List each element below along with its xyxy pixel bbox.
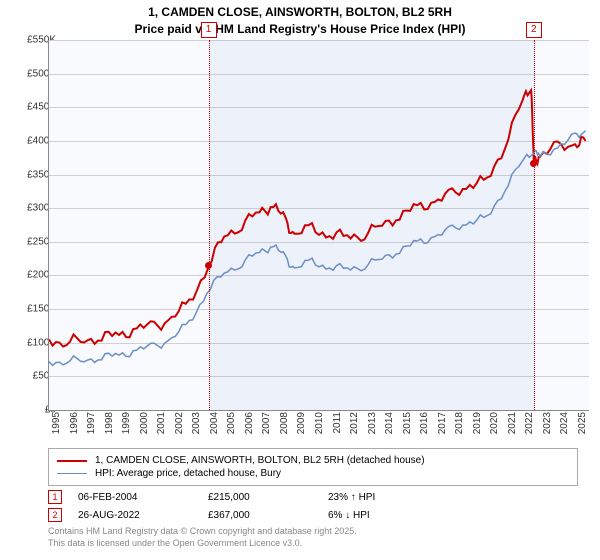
title-line-2: Price paid vs. HM Land Registry's House … (0, 21, 600, 38)
x-tick-label: 2006 (244, 412, 255, 442)
event-price: £367,000 (208, 510, 288, 521)
footer-line-1: Contains HM Land Registry data © Crown c… (48, 526, 578, 538)
legend-swatch (57, 460, 87, 462)
marker-dot-2 (530, 160, 537, 167)
event-date: 06-FEB-2004 (78, 492, 168, 503)
price-chart: 1, CAMDEN CLOSE, AINSWORTH, BOLTON, BL2 … (0, 0, 600, 560)
x-tick-label: 2016 (419, 412, 430, 442)
x-tick-label: 2002 (174, 412, 185, 442)
event-date: 26-AUG-2022 (78, 510, 168, 521)
legend-swatch (57, 473, 87, 475)
legend-label: HPI: Average price, detached house, Bury (95, 468, 281, 479)
legend-label: 1, CAMDEN CLOSE, AINSWORTH, BOLTON, BL2 … (95, 455, 425, 466)
x-tick-label: 2005 (226, 412, 237, 442)
x-tick-label: 2007 (261, 412, 272, 442)
x-tick-label: 2020 (489, 412, 500, 442)
x-tick-label: 2017 (437, 412, 448, 442)
title-line-1: 1, CAMDEN CLOSE, AINSWORTH, BOLTON, BL2 … (0, 4, 600, 21)
x-tick-label: 2004 (209, 412, 220, 442)
chart-title: 1, CAMDEN CLOSE, AINSWORTH, BOLTON, BL2 … (0, 0, 600, 38)
legend: 1, CAMDEN CLOSE, AINSWORTH, BOLTON, BL2 … (48, 448, 578, 549)
x-tick-label: 2009 (296, 412, 307, 442)
x-tick-label: 2022 (524, 412, 535, 442)
x-tick-label: 1995 (51, 412, 62, 442)
event-delta: 23% ↑ HPI (328, 492, 375, 503)
x-tick-label: 2000 (139, 412, 150, 442)
legend-row: 1, CAMDEN CLOSE, AINSWORTH, BOLTON, BL2 … (57, 455, 569, 466)
event-price: £215,000 (208, 492, 288, 503)
marker-dot-1 (205, 262, 212, 269)
x-tick-label: 2025 (577, 412, 588, 442)
series-hpi (49, 131, 586, 366)
x-tick-label: 1996 (69, 412, 80, 442)
x-tick-label: 2018 (454, 412, 465, 442)
x-tick-label: 1999 (121, 412, 132, 442)
x-tick-label: 2012 (349, 412, 360, 442)
event-delta: 6% ↓ HPI (328, 510, 370, 521)
legend-series-box: 1, CAMDEN CLOSE, AINSWORTH, BOLTON, BL2 … (48, 448, 578, 486)
x-tick-label: 2023 (542, 412, 553, 442)
event-marker-2: 2 (48, 508, 62, 522)
x-tick-label: 2014 (384, 412, 395, 442)
footer-line-2: This data is licensed under the Open Gov… (48, 538, 578, 550)
x-tick-label: 2021 (507, 412, 518, 442)
x-tick-label: 2015 (402, 412, 413, 442)
event-row: 1 06-FEB-2004 £215,000 23% ↑ HPI (48, 490, 578, 504)
x-tick-label: 1998 (104, 412, 115, 442)
x-tick-label: 1997 (86, 412, 97, 442)
line-series (49, 40, 589, 410)
x-tick-label: 2024 (559, 412, 570, 442)
event-marker-1: 1 (48, 490, 62, 504)
footer-note: Contains HM Land Registry data © Crown c… (48, 526, 578, 549)
x-tick-label: 2001 (156, 412, 167, 442)
event-row: 2 26-AUG-2022 £367,000 6% ↓ HPI (48, 508, 578, 522)
legend-row: HPI: Average price, detached house, Bury (57, 468, 569, 479)
x-tick-label: 2011 (332, 412, 343, 442)
x-tick-label: 2013 (367, 412, 378, 442)
x-tick-label: 2008 (279, 412, 290, 442)
x-tick-label: 2003 (191, 412, 202, 442)
x-tick-label: 2010 (314, 412, 325, 442)
x-tick-label: 2019 (472, 412, 483, 442)
marker-box-1: 1 (201, 22, 217, 38)
plot-area: 12 (48, 40, 589, 411)
series-price_paid (49, 90, 586, 346)
marker-box-2: 2 (526, 22, 542, 38)
